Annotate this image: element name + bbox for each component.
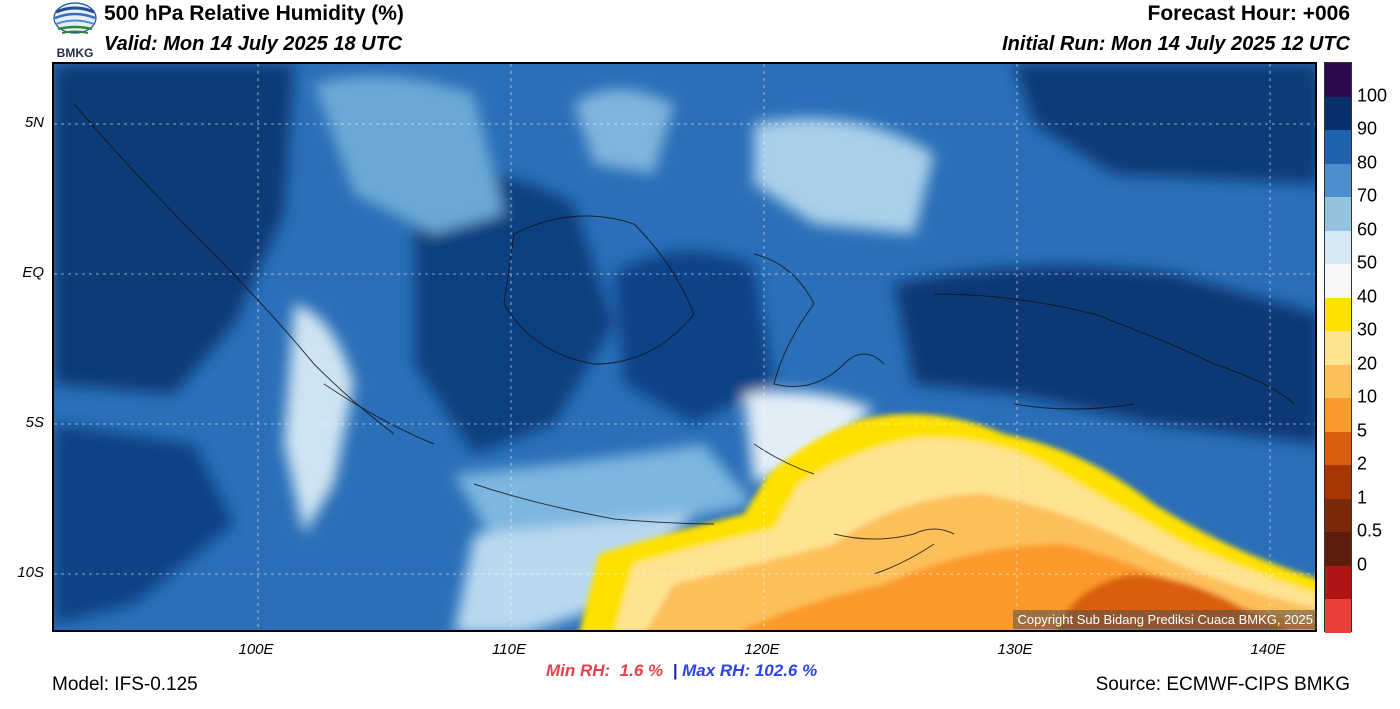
colorbar-segment: [1325, 297, 1351, 332]
colorbar-label: 100: [1357, 85, 1388, 106]
lon-label: 130E: [997, 641, 1033, 658]
lon-label: 110E: [492, 641, 526, 658]
colorbar-label: 80: [1357, 152, 1378, 173]
humidity-map: [52, 62, 1317, 632]
colorbar-segment: [1325, 398, 1351, 433]
valid-time: Valid: Mon 14 July 2025 18 UTC: [104, 33, 403, 55]
forecast-hour: Forecast Hour: +006: [1147, 2, 1351, 25]
model-info: Model: IFS-0.125: [52, 674, 198, 695]
colorbar-label: 2: [1357, 453, 1368, 474]
colorbar-segment: [1325, 197, 1351, 232]
copyright-notice: Copyright Sub Bidang Prediksi Cuaca BMKG…: [1013, 610, 1317, 629]
colorbar-segment: [1325, 96, 1351, 131]
lon-label: 100E: [238, 641, 274, 658]
colorbar-label: 90: [1357, 118, 1378, 139]
lat-label: 5N: [24, 114, 44, 131]
lat-label: EQ: [22, 264, 44, 281]
colorbar-segment: [1325, 264, 1351, 299]
colorbar-segment: [1325, 532, 1351, 567]
colorbar-segment: [1325, 498, 1351, 533]
map-title: 500 hPa Relative Humidity (%): [104, 2, 404, 25]
lat-label: 10S: [17, 564, 44, 581]
colorbar-segment: [1325, 130, 1351, 165]
lon-label: 120E: [744, 641, 780, 658]
lat-label: 5S: [25, 414, 44, 431]
stats-separator: |: [672, 661, 678, 680]
min-rh-label: Min RH:: [546, 661, 611, 680]
colorbar-label: 0.5: [1357, 520, 1383, 541]
svg-text:BMKG: BMKG: [57, 46, 94, 60]
colorbar-label: 50: [1357, 252, 1378, 273]
colorbar-segment: [1325, 331, 1351, 366]
colorbar-segment: [1325, 465, 1351, 500]
colorbar-segment: [1325, 431, 1351, 466]
colorbar-label: 70: [1357, 185, 1378, 206]
colorbar-label: 0: [1357, 554, 1368, 575]
source-info: Source: ECMWF-CIPS BMKG: [1095, 674, 1350, 695]
colorbar-label: 30: [1357, 319, 1378, 340]
colorbar-label: 40: [1357, 286, 1378, 307]
colorbar-label: 60: [1357, 219, 1378, 240]
initial-run: Initial Run: Mon 14 July 2025 12 UTC: [1002, 33, 1350, 55]
lon-label: 140E: [1250, 641, 1286, 658]
colorbar-segment: [1325, 63, 1351, 97]
colorbar-segment: [1325, 230, 1351, 265]
colorbar-label: 10: [1357, 386, 1378, 407]
colorbar-segment: [1325, 364, 1351, 399]
rh-stats: Min RH: 1.6 % | Max RH: 102.6 %: [546, 661, 817, 681]
colorbar: [1324, 62, 1352, 634]
colorbar-label: 5: [1357, 420, 1368, 441]
colorbar-label: 20: [1357, 353, 1378, 374]
colorbar-segment: [1325, 565, 1351, 600]
colorbar-segment: [1325, 599, 1351, 634]
min-rh-value: 1.6 %: [619, 661, 664, 680]
colorbar-segment: [1325, 163, 1351, 198]
colorbar-label: 1: [1357, 487, 1368, 508]
bmkg-logo: BMKG: [52, 2, 98, 60]
max-rh: Max RH: 102.6 %: [682, 661, 818, 680]
